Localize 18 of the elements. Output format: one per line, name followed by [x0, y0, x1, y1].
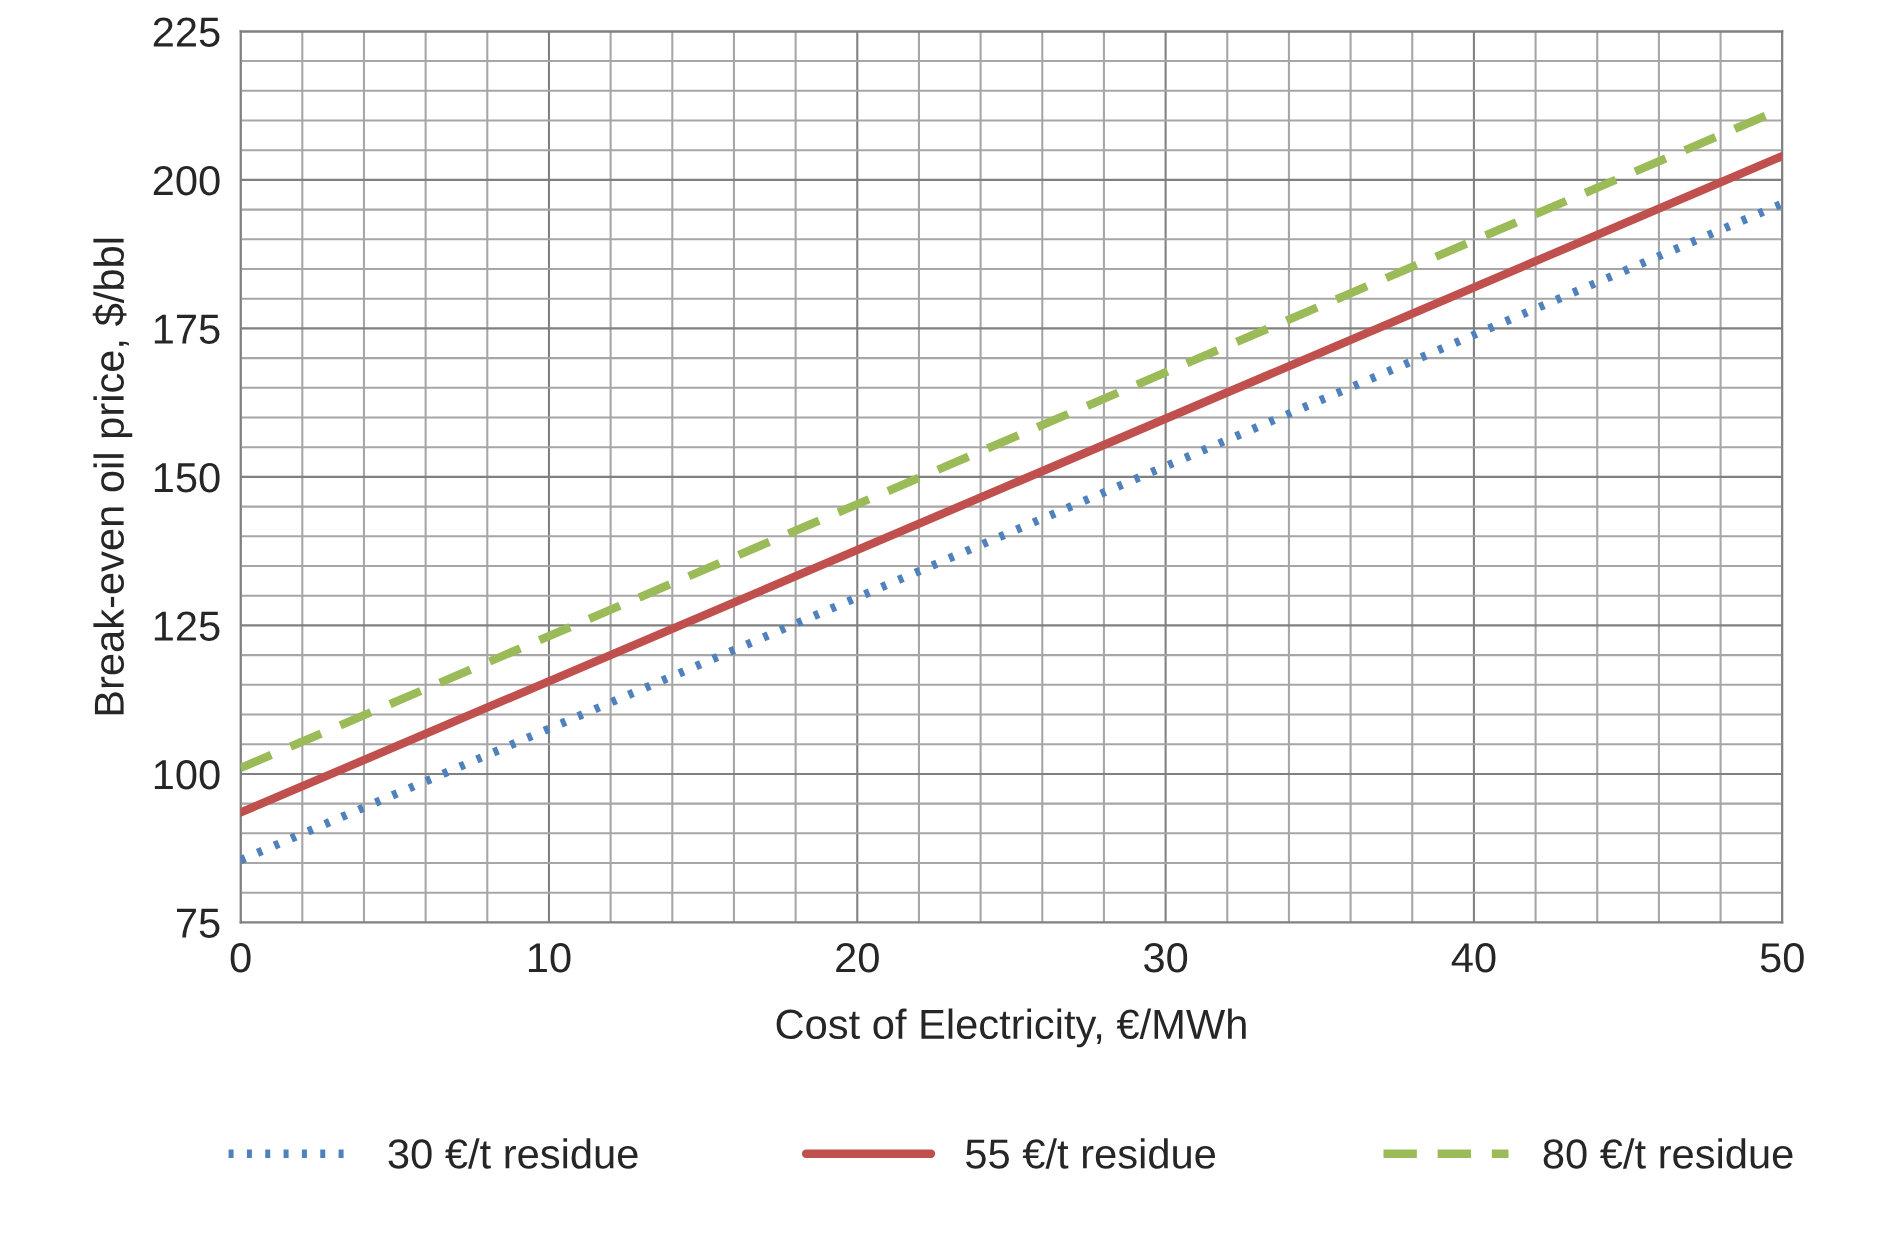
x-tick-label: 20 — [836, 942, 879, 973]
x-tick-label: 0 — [230, 942, 251, 973]
y-tick-label: 150 — [154, 462, 220, 493]
y-tick-label: 125 — [154, 611, 220, 641]
y-tick-label: 100 — [154, 759, 220, 790]
y-tick-label: 200 — [153, 165, 220, 196]
y-tick-label: 175 — [154, 314, 220, 344]
x-tick-label: 30 — [1144, 942, 1188, 973]
legend-label: 30 €/t residue — [388, 1138, 638, 1169]
x-tick-label: 50 — [1760, 942, 1804, 973]
x-axis-title: Cost of Electricity, €/MWh — [776, 1008, 1246, 1048]
x-tick-label: 40 — [1451, 942, 1496, 973]
y-tick-label: 225 — [153, 17, 220, 47]
legend-label: 55 €/t residue — [966, 1138, 1216, 1169]
y-axis-title: Break-even oil price, $/bbl — [92, 238, 133, 715]
x-tick-label: 10 — [528, 942, 571, 973]
legend-label: 80 €/t residue — [1543, 1138, 1793, 1169]
y-tick-label: 75 — [176, 908, 220, 938]
